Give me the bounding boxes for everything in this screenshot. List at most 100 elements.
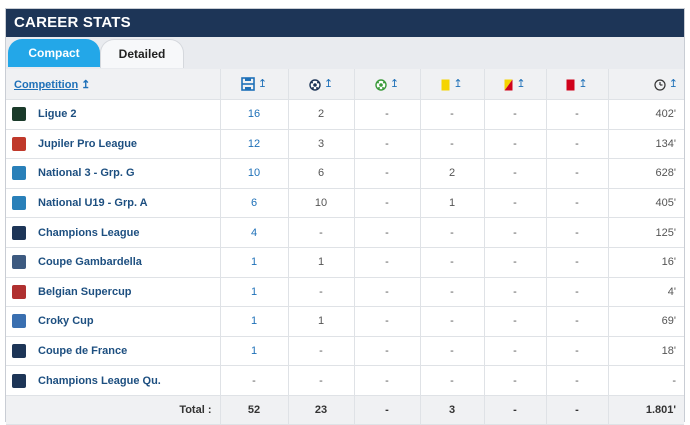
apps-cell[interactable]: 1 (220, 277, 289, 308)
competition-name-link[interactable]: National U19 - Grp. A (38, 197, 148, 210)
yellow-cards-column-header[interactable]: ↥ (420, 69, 485, 100)
goals-cell: 1 (288, 247, 355, 278)
goals-icon (309, 78, 321, 91)
minutes-cell: 628' (608, 158, 684, 189)
coupe-de-france-logo-icon (12, 344, 26, 359)
sort-arrow-icon[interactable]: ↥ (453, 78, 463, 91)
goals-cell: - (288, 217, 355, 248)
table-row: National 3 - Grp. G 10 6-2- -628' (6, 158, 684, 189)
goals-cell: 1 (288, 306, 355, 337)
competition-cell: National U19 - Grp. A (6, 188, 221, 219)
competition-cell: Coupe Gambardella (6, 247, 221, 278)
competition-name-link[interactable]: Coupe de France (38, 345, 128, 358)
tab-detailed[interactable]: Detailed (100, 39, 184, 68)
yellow-cell: - (420, 129, 485, 160)
table-row: Jupiler Pro League 12 3- - - -134' (6, 129, 684, 160)
tab-bar: Compact Detailed (6, 37, 684, 69)
apps-cell[interactable]: 1 (220, 247, 289, 278)
appearances-icon (241, 77, 255, 91)
competition-name-link[interactable]: Champions League (38, 226, 140, 239)
competition-cell: Croky Cup (6, 306, 221, 337)
competition-name-link[interactable]: Coupe Gambardella (38, 256, 142, 269)
apps-cell[interactable]: 16 (220, 99, 289, 130)
total-row: Total : 52 23 - 3 - - 1.801' (6, 395, 684, 425)
yellow-cell: - (420, 99, 485, 130)
yellow-cell: - (420, 306, 485, 337)
ligue-2-logo-icon (12, 107, 26, 122)
assists-cell: - (354, 99, 421, 130)
section-title: CAREER STATS (6, 9, 684, 37)
competition-name-link[interactable]: Champions League Qu. (38, 374, 161, 387)
minutes-cell: 125' (608, 217, 684, 248)
table-header-row: Competition ↥ ↥ ↥ (6, 69, 684, 100)
stats-table: Competition ↥ ↥ ↥ (6, 69, 684, 425)
goals-cell: 2 (288, 99, 355, 130)
second-yellow-cell: - (484, 306, 547, 337)
competition-wrap: Champions League (6, 218, 220, 247)
competition-name-link[interactable]: Croky Cup (38, 315, 94, 328)
competition-cell: Jupiler Pro League (6, 129, 221, 160)
competition-wrap: Coupe de France (6, 337, 220, 366)
assists-cell: - (354, 129, 421, 160)
minutes-cell: 69' (608, 306, 684, 337)
minutes-cell: 402' (608, 99, 684, 130)
red-cell: - (546, 336, 609, 367)
minutes-cell: 4' (608, 277, 684, 308)
apps-cell[interactable]: 12 (220, 129, 289, 160)
second-yellow-cell: - (484, 336, 547, 367)
red-cell: - (546, 188, 609, 219)
apps-cell[interactable]: 10 (220, 158, 289, 189)
sort-arrow-icon[interactable]: ↥ (668, 78, 678, 91)
assists-cell: - (354, 188, 421, 219)
champions-league-qualifying-logo-icon (12, 373, 26, 388)
table-row: Belgian Supercup 1- - - - -4' (6, 277, 684, 308)
red-cards-column-header[interactable]: ↥ (546, 69, 609, 100)
minutes-clock-icon (654, 78, 666, 91)
assists-cell: - (354, 158, 421, 189)
competition-name-link[interactable]: Jupiler Pro League (38, 137, 138, 150)
yellow-cell: - (420, 336, 485, 367)
assists-icon (375, 78, 387, 91)
competition-column-header[interactable]: Competition ↥ (6, 69, 221, 100)
sort-arrow-icon[interactable]: ↥ (257, 77, 268, 90)
total-second-yellow: - (484, 395, 547, 425)
apps-cell[interactable]: 1 (220, 306, 289, 337)
competition-name-link[interactable]: Ligue 2 (38, 108, 77, 121)
red-card-icon (566, 79, 575, 91)
second-yellow-cell: - (484, 277, 547, 308)
red-cell: - (546, 247, 609, 278)
assists-column-header[interactable]: ↥ (354, 69, 421, 100)
second-yellow-cell: - (484, 247, 547, 278)
competition-wrap: National 3 - Grp. G (6, 159, 220, 188)
apps-cell[interactable]: 6 (220, 188, 289, 219)
appearances-column-header[interactable]: ↥ (220, 69, 289, 100)
competition-name-link[interactable]: National 3 - Grp. G (38, 167, 135, 180)
goals-cell: 6 (288, 158, 355, 189)
second-yellow-column-header[interactable]: ↥ (484, 69, 547, 100)
sort-arrow-icon[interactable]: ↥ (578, 78, 588, 91)
second-yellow-cell: - (484, 188, 547, 219)
minutes-column-header[interactable]: ↥ (608, 69, 684, 100)
competition-wrap: Croky Cup (6, 307, 220, 336)
competition-wrap: Ligue 2 (6, 100, 220, 129)
table-row: Croky Cup 1 1- - - -69' (6, 306, 684, 337)
apps-cell[interactable]: 4 (220, 217, 289, 248)
competition-wrap: Belgian Supercup (6, 278, 220, 307)
apps-cell[interactable]: 1 (220, 336, 289, 367)
goals-cell: 3 (288, 129, 355, 160)
sort-arrow-icon[interactable]: ↥ (389, 78, 400, 91)
competition-name-link[interactable]: Belgian Supercup (38, 285, 132, 298)
sort-arrow-icon[interactable]: ↥ (81, 78, 91, 91)
goals-cell: - (288, 277, 355, 308)
goals-cell: - (288, 365, 355, 396)
table-row: Ligue 2 16 2- - - -402' (6, 99, 684, 130)
minutes-cell: 18' (608, 336, 684, 367)
national-u19-logo-icon (12, 196, 26, 211)
sort-arrow-icon[interactable]: ↥ (516, 78, 526, 91)
goals-column-header[interactable]: ↥ (288, 69, 355, 100)
competition-header-label: Competition (14, 78, 79, 91)
competition-cell: Coupe de France (6, 336, 221, 367)
assists-cell: - (354, 217, 421, 248)
tab-compact[interactable]: Compact (8, 39, 100, 67)
sort-arrow-icon[interactable]: ↥ (323, 78, 334, 91)
